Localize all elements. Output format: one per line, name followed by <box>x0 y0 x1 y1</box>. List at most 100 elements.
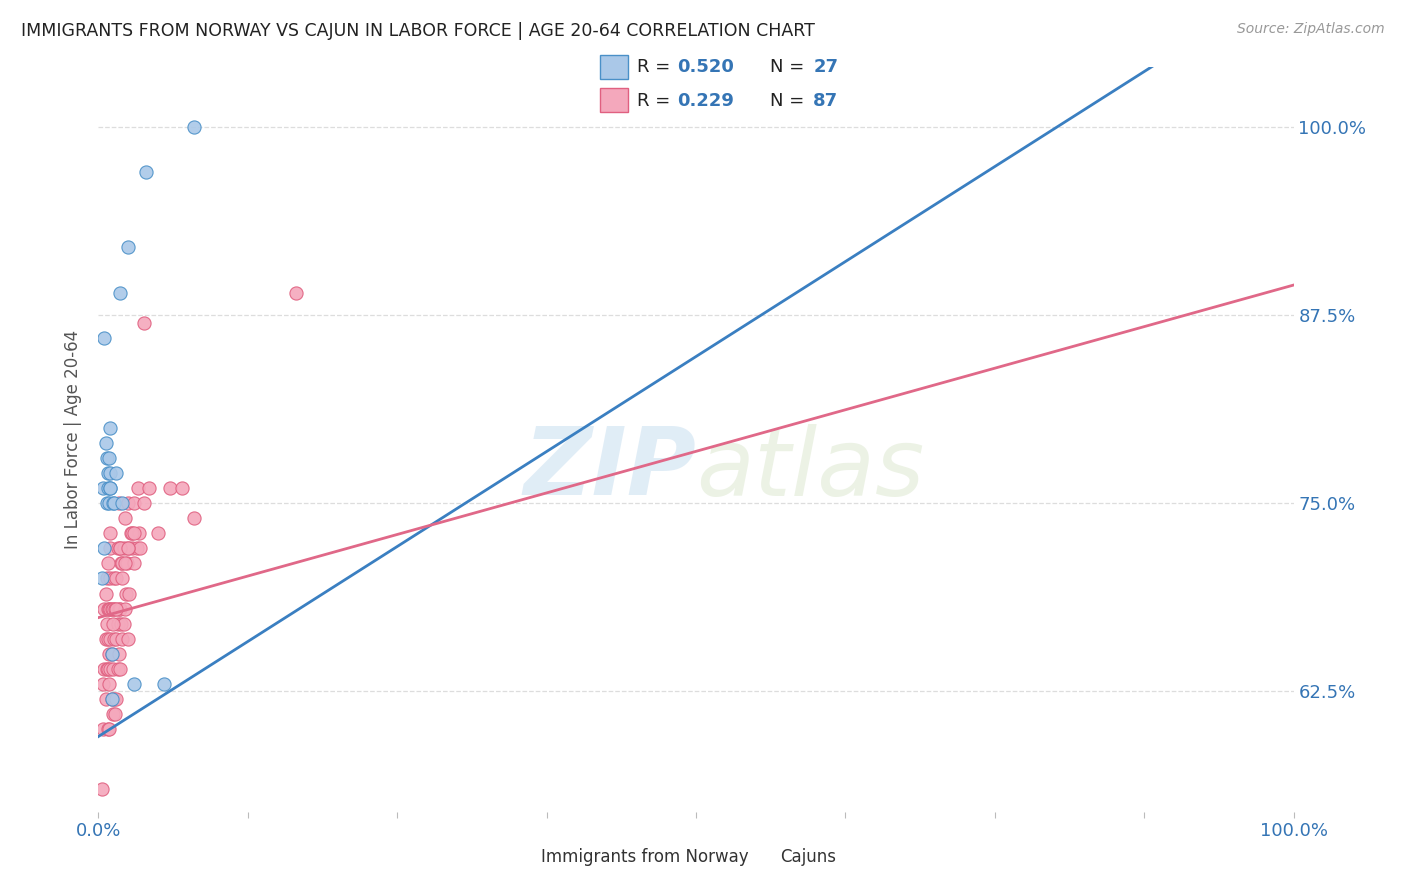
Point <box>153 677 176 691</box>
Point <box>101 616 124 631</box>
Text: N =: N = <box>770 58 810 76</box>
Point <box>98 481 122 495</box>
Point <box>101 601 124 615</box>
Point <box>132 316 155 330</box>
Point <box>112 541 135 556</box>
Point <box>111 496 134 510</box>
Point <box>124 496 146 510</box>
Point <box>93 601 115 615</box>
Text: 87: 87 <box>813 92 838 110</box>
Point <box>100 601 122 615</box>
Point <box>117 632 139 646</box>
Point <box>98 526 122 541</box>
Point <box>93 662 115 676</box>
Point <box>121 526 143 541</box>
Point <box>120 526 142 541</box>
Point <box>117 541 139 556</box>
Point <box>110 557 132 571</box>
Point <box>97 601 120 615</box>
FancyBboxPatch shape <box>600 55 627 78</box>
Point <box>117 496 139 510</box>
Point <box>91 782 114 797</box>
Point <box>94 436 117 450</box>
Point <box>98 601 121 615</box>
Text: Immigrants from Norway: Immigrants from Norway <box>541 848 749 866</box>
Point <box>129 541 152 556</box>
Text: 27: 27 <box>813 58 838 76</box>
Point <box>98 632 122 646</box>
Point <box>148 526 170 541</box>
Point <box>101 706 124 721</box>
Text: 0.520: 0.520 <box>678 58 734 76</box>
Point <box>103 632 125 646</box>
Point <box>96 572 118 586</box>
Point <box>97 632 120 646</box>
Point <box>121 541 143 556</box>
Point <box>105 691 128 706</box>
Point <box>103 496 125 510</box>
Point <box>108 601 131 615</box>
Point <box>94 586 117 600</box>
Point <box>96 451 118 466</box>
Point <box>93 541 115 556</box>
Point <box>91 722 114 736</box>
Point <box>97 722 120 736</box>
Point <box>132 496 155 510</box>
Point <box>124 526 146 541</box>
Point <box>105 572 128 586</box>
Point <box>105 601 128 615</box>
Point <box>117 240 139 254</box>
Point <box>105 632 128 646</box>
Point <box>97 662 120 676</box>
Point <box>98 481 122 495</box>
Point <box>107 647 129 661</box>
Point <box>98 451 121 466</box>
FancyBboxPatch shape <box>600 88 627 112</box>
Point <box>103 691 125 706</box>
Text: R =: R = <box>637 92 676 110</box>
Point <box>91 572 114 586</box>
Point <box>135 165 157 179</box>
Point <box>124 677 146 691</box>
Point <box>98 572 122 586</box>
Point <box>183 120 205 134</box>
Point <box>183 511 205 525</box>
Point <box>138 481 160 495</box>
Point <box>124 557 146 571</box>
Point <box>91 481 114 495</box>
Point <box>112 616 135 631</box>
Point <box>96 662 118 676</box>
Point <box>172 481 194 495</box>
Text: R =: R = <box>637 58 676 76</box>
Text: Source: ZipAtlas.com: Source: ZipAtlas.com <box>1237 22 1385 37</box>
Text: Cajuns: Cajuns <box>780 848 837 866</box>
Point <box>108 662 131 676</box>
Point <box>114 511 136 525</box>
Point <box>104 601 127 615</box>
Point <box>107 541 129 556</box>
Point <box>98 662 122 676</box>
Point <box>98 722 121 736</box>
Point <box>98 601 122 615</box>
Point <box>98 541 122 556</box>
Point <box>159 481 181 495</box>
Point <box>94 632 117 646</box>
Point <box>117 541 139 556</box>
Text: atlas: atlas <box>696 424 924 515</box>
Point <box>107 601 129 615</box>
Point <box>100 647 122 661</box>
Point <box>110 616 132 631</box>
Point <box>97 481 120 495</box>
Point <box>104 706 127 721</box>
Point <box>98 421 122 435</box>
Text: IMMIGRANTS FROM NORWAY VS CAJUN IN LABOR FORCE | AGE 20-64 CORRELATION CHART: IMMIGRANTS FROM NORWAY VS CAJUN IN LABOR… <box>21 22 815 40</box>
Point <box>97 557 120 571</box>
Point <box>284 285 307 300</box>
Point <box>100 691 122 706</box>
Point <box>118 586 141 600</box>
Point <box>93 331 115 345</box>
Text: ZIP: ZIP <box>523 423 696 515</box>
Point <box>100 647 122 661</box>
Point <box>91 677 114 691</box>
Point <box>101 662 124 676</box>
